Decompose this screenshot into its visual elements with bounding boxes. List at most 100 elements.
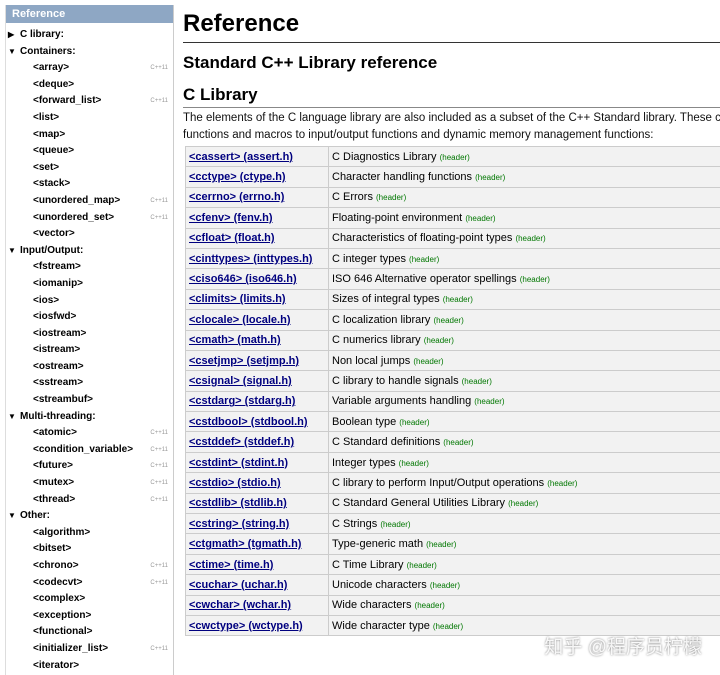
nav-item[interactable]: <complex> [6, 591, 173, 608]
nav-label[interactable]: <iosfwd> [33, 311, 77, 323]
group-title[interactable]: ▶ C library: [6, 27, 173, 44]
nav-item[interactable]: <codecvt> C++11 [6, 575, 173, 592]
nav-label[interactable]: <set> [33, 161, 60, 173]
group-title[interactable]: ▼ Multi-threading: [6, 409, 173, 426]
nav-label[interactable]: <functional> [33, 626, 93, 638]
group-label[interactable]: Other: [20, 510, 50, 522]
group-title[interactable]: ▼ Containers: [6, 44, 173, 61]
group-label[interactable]: Containers: [20, 45, 76, 57]
nav-label[interactable]: <unordered_map> [33, 194, 121, 206]
header-link[interactable]: <cwchar> (wchar.h) [189, 599, 292, 612]
nav-label[interactable]: <iterator> [33, 659, 80, 671]
nav-item[interactable]: <ios> [6, 293, 173, 310]
toggle-icon[interactable]: ▼ [8, 411, 16, 421]
header-link[interactable]: <climits> (limits.h) [189, 293, 286, 306]
nav-item[interactable]: <algorithm> [6, 525, 173, 542]
header-link[interactable]: <cwctype> (wctype.h) [189, 619, 303, 632]
nav-label[interactable]: <atomic> [33, 427, 77, 439]
header-link[interactable]: <cassert> (assert.h) [189, 150, 293, 163]
nav-label[interactable]: <ios> [33, 294, 60, 306]
header-link[interactable]: <csignal> (signal.h) [189, 374, 292, 387]
nav-item[interactable]: <streambuf> [6, 392, 173, 409]
nav-label[interactable]: <list> [33, 111, 60, 123]
header-link[interactable]: <cstdio> (stdio.h) [189, 476, 281, 489]
nav-item[interactable]: <bitset> [6, 541, 173, 558]
nav-item[interactable]: <iterator> [6, 658, 173, 675]
nav-label[interactable]: <fstream> [33, 261, 81, 273]
header-link[interactable]: <cuchar> (uchar.h) [189, 578, 288, 591]
nav-item[interactable]: <chrono> C++11 [6, 558, 173, 575]
nav-item[interactable]: <istream> [6, 342, 173, 359]
nav-item[interactable]: <stack> [6, 176, 173, 193]
header-link[interactable]: <clocale> (locale.h) [189, 313, 291, 326]
nav-label[interactable]: <array> [33, 62, 70, 74]
nav-label[interactable]: <iomanip> [33, 277, 84, 289]
nav-item[interactable]: <deque> [6, 77, 173, 94]
nav-item[interactable]: <vector> [6, 226, 173, 243]
nav-label[interactable]: <exception> [33, 609, 92, 621]
header-link[interactable]: <cinttypes> (inttypes.h) [189, 252, 313, 265]
nav-item[interactable]: <iosfwd> [6, 309, 173, 326]
nav-label[interactable]: <iostream> [33, 327, 87, 339]
nav-item[interactable]: <iomanip> [6, 276, 173, 293]
group-title[interactable]: ▼ Input/Output: [6, 243, 173, 260]
nav-label[interactable]: <unordered_set> [33, 211, 115, 223]
toggle-icon[interactable]: ▼ [8, 245, 16, 255]
header-link[interactable]: <csetjmp> (setjmp.h) [189, 354, 300, 367]
nav-item[interactable]: <list> [6, 110, 173, 127]
nav-label[interactable]: <queue> [33, 145, 75, 157]
header-link[interactable]: <ctime> (time.h) [189, 558, 274, 571]
nav-item[interactable]: <forward_list> C++11 [6, 93, 173, 110]
nav-item[interactable]: <unordered_map> C++11 [6, 193, 173, 210]
header-link[interactable]: <ctgmath> (tgmath.h) [189, 538, 302, 551]
header-link[interactable]: <cstdarg> (stdarg.h) [189, 395, 296, 408]
nav-item[interactable]: <fstream> [6, 259, 173, 276]
nav-item[interactable]: <ostream> [6, 359, 173, 376]
header-link[interactable]: <cstdbool> (stdbool.h) [189, 415, 308, 428]
nav-item[interactable]: <exception> [6, 608, 173, 625]
nav-label[interactable]: <chrono> [33, 560, 79, 571]
nav-item[interactable]: <thread> C++11 [6, 492, 173, 509]
group-label[interactable]: Input/Output: [20, 244, 84, 256]
nav-label[interactable]: <stack> [33, 178, 71, 190]
nav-item[interactable]: <initializer_list> C++11 [6, 641, 173, 658]
nav-label[interactable]: <vector> [33, 228, 75, 240]
header-link[interactable]: <cstddef> (stddef.h) [189, 436, 295, 449]
header-link[interactable]: <cstdint> (stdint.h) [189, 456, 288, 469]
nav-label[interactable]: <forward_list> [33, 95, 102, 107]
nav-item[interactable]: <array> C++11 [6, 60, 173, 77]
toggle-icon[interactable]: ▼ [8, 46, 16, 56]
group-label[interactable]: C library: [20, 29, 64, 40]
header-link[interactable]: <cstring> (string.h) [189, 517, 290, 530]
nav-label[interactable]: <map> [33, 128, 66, 140]
nav-label[interactable]: <initializer_list> [33, 642, 109, 654]
group-title[interactable]: ▼ Other: [6, 508, 173, 525]
nav-label[interactable]: <codecvt> [33, 576, 83, 588]
nav-item[interactable]: <future> C++11 [6, 458, 173, 475]
group-label[interactable]: Multi-threading: [20, 410, 96, 422]
header-link[interactable]: <cerrno> (errno.h) [189, 191, 285, 204]
toggle-icon[interactable]: ▶ [8, 30, 15, 39]
nav-label[interactable]: <complex> [33, 593, 86, 605]
header-link[interactable]: <cmath> (math.h) [189, 334, 281, 347]
nav-label[interactable]: <streambuf> [33, 394, 94, 406]
header-link[interactable]: <cfenv> (fenv.h) [189, 211, 273, 224]
nav-item[interactable]: <unordered_set> C++11 [6, 210, 173, 227]
nav-item[interactable]: <queue> [6, 143, 173, 160]
header-link[interactable]: <ciso646> (iso646.h) [189, 273, 297, 286]
nav-item[interactable]: <sstream> [6, 375, 173, 392]
nav-label[interactable]: <ostream> [33, 360, 84, 372]
nav-label[interactable]: <sstream> [33, 377, 84, 389]
nav-label[interactable]: <algorithm> [33, 526, 91, 538]
nav-label[interactable]: <mutex> [33, 477, 75, 489]
nav-item[interactable]: <mutex> C++11 [6, 475, 173, 492]
header-link[interactable]: <cctype> (ctype.h) [189, 171, 286, 184]
header-link[interactable]: <cstdlib> (stdlib.h) [189, 497, 287, 510]
nav-item[interactable]: <map> [6, 127, 173, 144]
nav-label[interactable]: <deque> [33, 78, 75, 90]
nav-item[interactable]: <iostream> [6, 326, 173, 343]
nav-label[interactable]: <istream> [33, 344, 81, 356]
nav-label[interactable]: <bitset> [33, 543, 72, 555]
toggle-icon[interactable]: ▼ [8, 511, 16, 521]
nav-item[interactable]: <functional> [6, 624, 173, 641]
